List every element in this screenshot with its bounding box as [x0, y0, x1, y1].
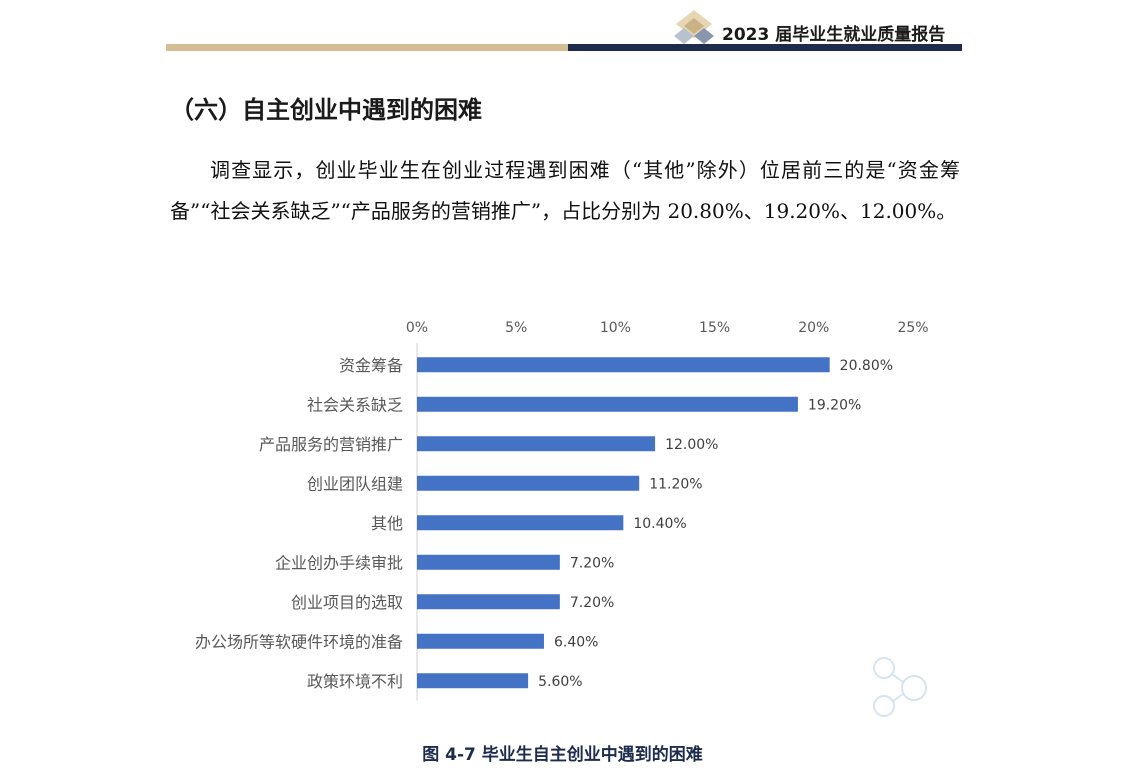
category-label: 资金筹备: [339, 356, 403, 375]
report-logo-icon: [674, 10, 714, 44]
bar: [417, 594, 560, 610]
category-label: 社会关系缺乏: [307, 395, 403, 414]
category-label: 产品服务的营销推广: [259, 435, 403, 454]
bar: [417, 633, 544, 649]
category-label: 创业团队组建: [307, 474, 403, 493]
bar: [417, 396, 798, 412]
x-tick-label: 15%: [699, 320, 730, 336]
data-label: 11.20%: [649, 476, 702, 492]
category-label: 企业创办手续审批: [275, 553, 403, 572]
header-rule-gold: [166, 44, 568, 51]
molecule-watermark-icon: [873, 657, 927, 717]
bar: [417, 436, 656, 452]
data-label: 20.80%: [840, 358, 893, 374]
bar: [417, 673, 529, 689]
section-title: （六）自主创业中遇到的困难: [170, 96, 482, 124]
bar: [417, 554, 560, 570]
difficulty-bar-chart: 0% 5% 10% 15% 20% 25% 资金筹备 20.80% 社会关系缺乏 19.20% 产品…: [195, 320, 929, 701]
x-tick-label: 25%: [897, 320, 928, 336]
data-label: 7.20%: [570, 595, 614, 611]
report-header-title: 2023 届毕业生就业质量报告: [722, 25, 946, 45]
body-paragraph: 调查显示，创业毕业生在创业过程遇到困难（“其他”除外）位居前三的是“资金筹备”“…: [170, 158, 960, 223]
category-label: 创业项目的选取: [291, 593, 403, 612]
data-label: 5.60%: [538, 674, 582, 690]
bar: [417, 515, 624, 531]
figure-caption: 图 4-7 毕业生自主创业中遇到的困难: [422, 745, 703, 765]
x-tick-label: 20%: [798, 320, 829, 336]
bar: [417, 357, 830, 373]
x-tick-label: 5%: [505, 320, 527, 336]
data-label: 12.00%: [665, 437, 718, 453]
data-label: 19.20%: [808, 397, 861, 413]
bar: [417, 475, 640, 491]
category-label: 其他: [371, 514, 403, 533]
x-tick-label: 0%: [406, 320, 428, 336]
x-tick-label: 10%: [600, 320, 631, 336]
category-label: 政策环境不利: [307, 672, 403, 691]
category-label: 办公场所等软硬件环境的准备: [195, 632, 403, 651]
data-label: 7.20%: [570, 555, 614, 571]
data-label: 10.40%: [633, 516, 686, 532]
data-label: 6.40%: [554, 634, 598, 650]
header-rule-navy: [568, 44, 962, 51]
